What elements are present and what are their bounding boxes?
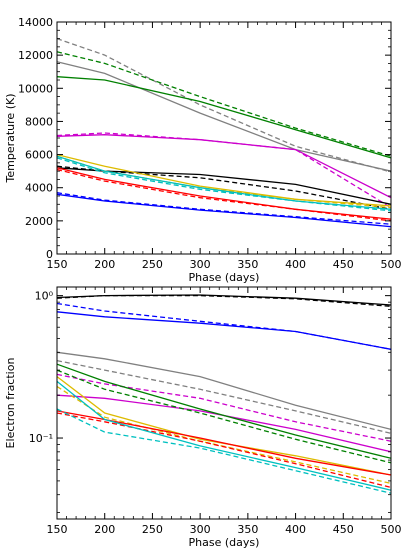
y-axis-label: Electron fraction <box>4 358 17 449</box>
y-tick-label: 2000 <box>25 215 53 228</box>
series-line <box>56 76 392 159</box>
x-tick-label: 150 <box>47 258 68 271</box>
x-tick-label: 450 <box>333 523 354 536</box>
series-line <box>56 167 392 220</box>
series-line <box>56 51 392 157</box>
x-axis-label: Phase (days) <box>189 271 260 284</box>
series-line <box>56 311 392 350</box>
x-tick-label: 350 <box>237 258 258 271</box>
series-line <box>56 37 392 173</box>
y-tick-label: 10000 <box>18 82 53 95</box>
series-line <box>56 373 392 442</box>
y-tick-label: 10⁻¹ <box>29 432 53 445</box>
series-line <box>56 376 392 476</box>
series-line <box>56 302 392 350</box>
series-line <box>56 132 392 209</box>
series-line <box>56 192 392 225</box>
series-line <box>56 167 392 205</box>
x-tick-label: 300 <box>190 258 211 271</box>
temperature-panel: 150 200 250 300 350 400 450 500 0 2000 4000 6000 800… <box>4 16 402 284</box>
series-line <box>56 153 392 207</box>
y-tick-label: 10⁰ <box>35 290 54 303</box>
series-line <box>56 410 392 476</box>
series-line <box>56 359 392 434</box>
x-tick-label: 400 <box>285 523 306 536</box>
series-line <box>56 408 392 494</box>
series-line <box>56 193 392 228</box>
x-tick-label: 450 <box>333 258 354 271</box>
x-tick-label: 150 <box>47 523 68 536</box>
y-tick-label: 8000 <box>25 115 53 128</box>
x-tick-label: 250 <box>142 258 163 271</box>
x-tick-label: 500 <box>381 523 402 536</box>
series-line <box>56 363 392 459</box>
series-line <box>56 394 392 453</box>
x-tick-label: 300 <box>190 523 211 536</box>
x-tick-label: 500 <box>381 258 402 271</box>
series-line <box>56 61 392 172</box>
series-line <box>56 165 392 210</box>
plot-frame <box>56 286 392 520</box>
x-axis-label: Phase (days) <box>189 536 260 549</box>
x-tick-label: 200 <box>94 258 115 271</box>
y-tick-label: 14000 <box>18 16 53 29</box>
x-tick-label: 350 <box>237 523 258 536</box>
plot-frame <box>56 21 392 255</box>
y-tick-label: 6000 <box>25 149 53 162</box>
series-line <box>56 412 392 489</box>
series-line <box>56 385 392 485</box>
series-line <box>56 294 392 306</box>
x-tick-label: 250 <box>142 523 163 536</box>
series-line <box>56 134 392 199</box>
y-tick-label: 0 <box>46 248 53 261</box>
y-tick-label: 4000 <box>25 182 53 195</box>
y-axis-label: Temperature (K) <box>4 94 17 184</box>
series-line <box>56 155 392 210</box>
electron-fraction-panel: 150 200 250 300 350 400 450 500 10⁻¹ 10⁰ Phase (da… <box>4 286 402 549</box>
series-line <box>56 369 392 464</box>
x-tick-label: 400 <box>285 258 306 271</box>
x-tick-label: 200 <box>94 523 115 536</box>
series-line <box>56 380 392 491</box>
y-tick-label: 12000 <box>18 49 53 62</box>
series-line <box>56 351 392 431</box>
